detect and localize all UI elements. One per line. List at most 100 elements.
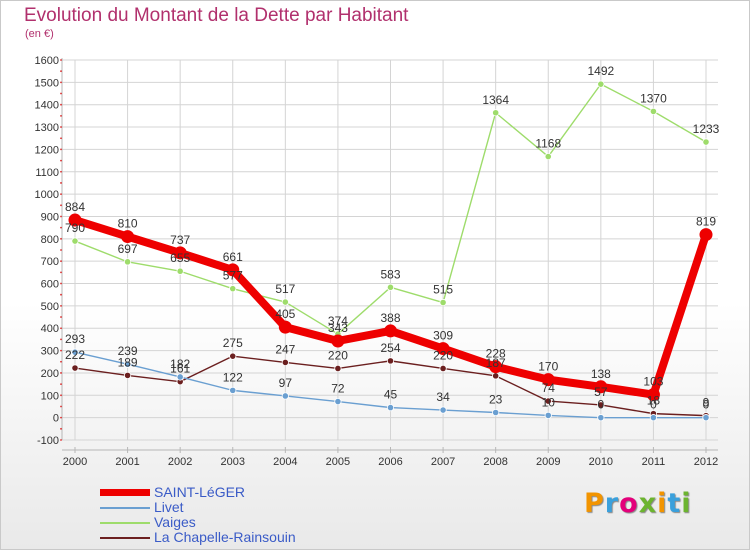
data-point-livet [598,414,604,420]
data-point-saint-leger [384,324,397,337]
x-tick-label: 2010 [589,456,613,468]
y-minor-tick [60,372,62,374]
y-tick-label: 1200 [35,144,59,156]
y-minor-tick [60,70,62,72]
data-point-livet [492,409,498,415]
proxiti-logo: Proxiti [584,488,692,519]
y-minor-tick [60,260,62,262]
x-tick-label: 2004 [273,456,297,468]
y-tick-label: 1000 [35,189,59,201]
y-minor-tick [60,339,62,341]
data-point-la-chapelle-rainsouin [440,365,446,371]
y-tick-label: 900 [41,211,59,223]
y-minor-tick [60,383,62,385]
data-point-vaiges [492,110,498,116]
data-point-saint-leger [700,228,713,241]
x-tick-label: 2003 [221,456,245,468]
y-minor-tick [60,137,62,139]
data-label-livet: 0 [650,398,657,412]
data-point-livet [282,393,288,399]
y-tick-label: 1100 [35,167,59,179]
legend-label-livet: Livet [154,499,184,515]
y-tick-label: 300 [41,346,59,358]
data-label-saint-leger: 405 [275,307,295,321]
data-point-la-chapelle-rainsouin [335,365,341,371]
data-point-vaiges [703,139,709,145]
data-label-livet: 45 [384,388,398,402]
y-minor-tick [60,93,62,95]
y-minor-tick [60,394,62,396]
legend-swatch-la-chapelle-rainsouin [100,537,150,539]
y-minor-tick [60,126,62,128]
data-point-saint-leger [279,321,292,334]
data-label-saint-leger: 343 [328,321,348,335]
y-minor-tick [60,115,62,117]
data-label-vaiges: 577 [223,269,243,283]
x-tick-label: 2011 [642,456,666,468]
data-label-la-chapelle-rainsouin: 247 [275,342,295,356]
data-point-vaiges [598,81,604,87]
data-label-saint-leger: 309 [433,329,453,343]
data-point-vaiges [650,108,656,114]
data-point-livet [230,387,236,393]
data-point-vaiges [72,238,78,244]
data-label-saint-leger: 170 [538,360,558,374]
data-label-livet: 0 [703,398,710,412]
y-tick-label: 600 [41,279,59,291]
data-label-livet: 0 [597,398,604,412]
data-label-saint-leger: 103 [643,375,663,389]
y-minor-tick [60,327,62,329]
y-tick-label: -100 [37,435,59,447]
y-minor-tick [60,193,62,195]
x-tick-label: 2001 [115,456,139,468]
y-minor-tick [60,59,62,61]
data-label-la-chapelle-rainsouin: 74 [542,381,556,395]
data-label-vaiges: 583 [380,267,400,281]
data-point-livet [650,414,656,420]
y-minor-tick [60,238,62,240]
y-minor-tick [60,227,62,229]
y-minor-tick [60,316,62,318]
y-tick-label: 200 [41,368,59,380]
y-minor-tick [60,104,62,106]
data-label-livet: 182 [170,357,190,371]
y-minor-tick [60,439,62,441]
y-minor-tick [60,216,62,218]
x-tick-label: 2007 [431,456,455,468]
data-point-la-chapelle-rainsouin [72,365,78,371]
y-minor-tick [60,271,62,273]
y-minor-tick [60,249,62,251]
data-point-livet [335,398,341,404]
legend-swatch-livet [100,507,150,509]
y-minor-tick [60,182,62,184]
data-point-la-chapelle-rainsouin [124,372,130,378]
y-tick-label: 400 [41,323,59,335]
y-minor-tick [60,305,62,307]
y-minor-tick [60,361,62,363]
data-label-vaiges: 1168 [535,137,561,151]
data-label-vaiges: 1492 [587,64,614,78]
legend-label-vaiges: Vaiges [154,514,196,530]
data-point-la-chapelle-rainsouin [282,359,288,365]
data-point-vaiges [230,285,236,291]
data-label-livet: 34 [436,390,450,404]
y-tick-label: 1600 [35,55,59,67]
data-label-saint-leger: 737 [170,233,190,247]
x-tick-label: 2002 [168,456,192,468]
x-tick-label: 2005 [326,456,350,468]
data-label-livet: 97 [279,376,293,390]
data-point-vaiges [440,299,446,305]
y-tick-label: 700 [41,256,59,268]
y-tick-label: 800 [41,234,59,246]
data-label-saint-leger: 228 [486,347,506,361]
data-label-vaiges: 515 [433,283,453,297]
y-minor-tick [60,149,62,151]
legend-label-la-chapelle-rainsouin: La Chapelle-Rainsouin [154,529,296,545]
y-minor-tick [60,160,62,162]
data-point-la-chapelle-rainsouin [492,373,498,379]
data-point-livet [703,414,709,420]
data-point-vaiges [387,284,393,290]
y-minor-tick [60,417,62,419]
data-label-vaiges: 655 [170,251,190,265]
y-minor-tick [60,406,62,408]
